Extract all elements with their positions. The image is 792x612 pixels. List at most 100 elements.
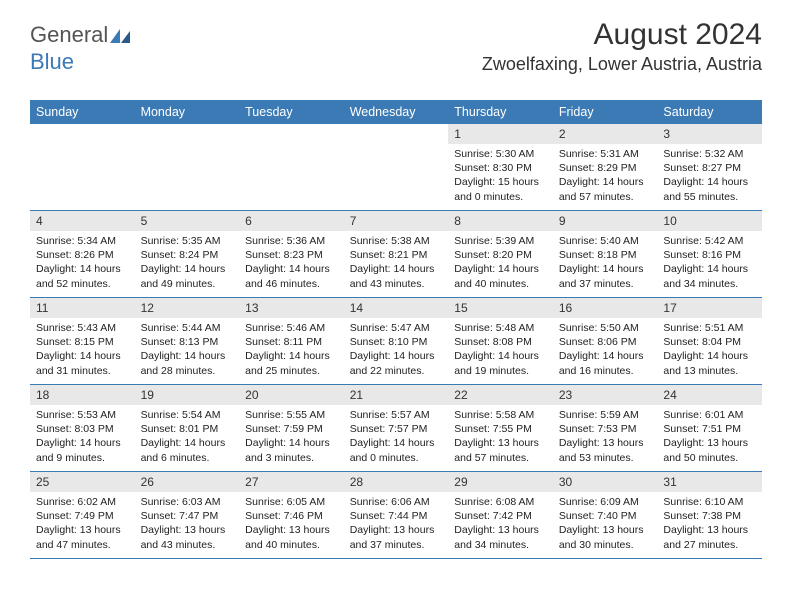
sunrise-text: Sunrise: 5:51 AM (663, 321, 756, 335)
header-right: August 2024 Zwoelfaxing, Lower Austria, … (482, 18, 762, 75)
day-number: 10 (657, 211, 762, 231)
calendar-cell: 27Sunrise: 6:05 AMSunset: 7:46 PMDayligh… (239, 472, 344, 558)
calendar-cell: 17Sunrise: 5:51 AMSunset: 8:04 PMDayligh… (657, 298, 762, 384)
day-details: Sunrise: 5:58 AMSunset: 7:55 PMDaylight:… (448, 405, 553, 469)
calendar-cell: 18 Sunrise: 5:53 AMSunset: 8:03 PMDayligh… (30, 385, 135, 471)
day-number: 31 (657, 472, 762, 492)
sunrise-text: Sunrise: 5:30 AM (454, 147, 547, 161)
day-number: 29 (448, 472, 553, 492)
day-number (135, 124, 240, 130)
daylight-text: Daylight: 14 hours and 40 minutes. (454, 262, 547, 290)
brand-part1: General (30, 22, 108, 47)
day-details: Sunrise: 5:31 AMSunset: 8:29 PMDaylight:… (553, 144, 658, 208)
sunset-text: Sunset: 7:38 PM (663, 509, 756, 523)
daylight-text: Daylight: 14 hours and 22 minutes. (350, 349, 443, 377)
sunset-text: Sunset: 8:15 PM (36, 335, 129, 349)
calendar-cell: 24Sunrise: 6:01 AMSunset: 7:51 PMDayligh… (657, 385, 762, 471)
calendar-cell: 15Sunrise: 5:48 AMSunset: 8:08 PMDayligh… (448, 298, 553, 384)
sunrise-text: Sunrise: 5:44 AM (141, 321, 234, 335)
calendar-cell: 23 Sunrise: 5:59 AMSunset: 7:53 PMDayligh… (553, 385, 658, 471)
calendar-cell: 20Sunrise: 5:55 AMSunset: 7:59 PMDayligh… (239, 385, 344, 471)
day-number: 25 (30, 472, 135, 492)
sunset-text: Sunset: 8:21 PM (350, 248, 443, 262)
calendar-cell: 4Sunrise: 5:34 AMSunset: 8:26 PMDaylight… (30, 211, 135, 297)
sunset-text: Sunset: 7:53 PM (559, 422, 652, 436)
day-details: Sunrise: 5:35 AMSunset: 8:24 PMDaylight:… (135, 231, 240, 295)
sunset-text: Sunset: 7:47 PM (141, 509, 234, 523)
daylight-text: Daylight: 14 hours and 0 minutes. (350, 436, 443, 464)
sunset-text: Sunset: 7:55 PM (454, 422, 547, 436)
sunrise-text: Sunrise: 5:36 AM (245, 234, 338, 248)
day-details: Sunrise: 5:42 AMSunset: 8:16 PMDaylight:… (657, 231, 762, 295)
sunrise-text: Sunrise: 6:03 AM (141, 495, 234, 509)
sunrise-text: Sunrise: 5:54 AM (141, 408, 234, 422)
sunset-text: Sunset: 8:30 PM (454, 161, 547, 175)
sunrise-text: Sunrise: 5:32 AM (663, 147, 756, 161)
sunrise-text: Sunrise: 5:31 AM (559, 147, 652, 161)
day-details: Sunrise: 5:46 AMSunset: 8:11 PMDaylight:… (239, 318, 344, 382)
day-details: Sunrise: 5:57 AMSunset: 7:57 PMDaylight:… (344, 405, 449, 469)
day-number: 30 (553, 472, 658, 492)
daylight-text: Daylight: 14 hours and 3 minutes. (245, 436, 338, 464)
brand-logo-icon (110, 23, 132, 49)
calendar-cell: 8Sunrise: 5:39 AMSunset: 8:20 PMDaylight… (448, 211, 553, 297)
day-details: Sunrise: 5:48 AMSunset: 8:08 PMDaylight:… (448, 318, 553, 382)
daylight-text: Daylight: 13 hours and 53 minutes. (559, 436, 652, 464)
sunrise-text: Sunrise: 5:57 AM (350, 408, 443, 422)
day-number: 18 (30, 385, 135, 405)
month-title: August 2024 (482, 18, 762, 52)
calendar-cell: 10Sunrise: 5:42 AMSunset: 8:16 PMDayligh… (657, 211, 762, 297)
daylight-text: Daylight: 14 hours and 16 minutes. (559, 349, 652, 377)
sunrise-text: Sunrise: 5:39 AM (454, 234, 547, 248)
sunrise-text: Sunrise: 6:05 AM (245, 495, 338, 509)
day-number: 9 (553, 211, 658, 231)
location-label: Zwoelfaxing, Lower Austria, Austria (482, 54, 762, 75)
sunset-text: Sunset: 7:57 PM (350, 422, 443, 436)
sunset-text: Sunset: 8:16 PM (663, 248, 756, 262)
day-number: 13 (239, 298, 344, 318)
sunrise-text: Sunrise: 6:06 AM (350, 495, 443, 509)
sunrise-text: Sunrise: 5:35 AM (141, 234, 234, 248)
day-details: Sunrise: 6:01 AMSunset: 7:51 PMDaylight:… (657, 405, 762, 469)
day-number (30, 124, 135, 130)
day-header-friday: Friday (553, 100, 658, 124)
day-details: Sunrise: 5:39 AMSunset: 8:20 PMDaylight:… (448, 231, 553, 295)
day-number (344, 124, 449, 130)
sunrise-text: Sunrise: 5:59 AM (559, 408, 652, 422)
day-header-tuesday: Tuesday (239, 100, 344, 124)
day-details: Sunrise: 5:44 AMSunset: 8:13 PMDaylight:… (135, 318, 240, 382)
calendar-cell (344, 124, 449, 210)
sunset-text: Sunset: 8:03 PM (36, 422, 129, 436)
week-row: 18Sunrise: 5:53 AMSunset: 8:03 PMDayligh… (30, 385, 762, 472)
calendar-cell: 5Sunrise: 5:35 AMSunset: 8:24 PMDaylight… (135, 211, 240, 297)
sunset-text: Sunset: 8:13 PM (141, 335, 234, 349)
day-number (239, 124, 344, 130)
sunset-text: Sunset: 7:51 PM (663, 422, 756, 436)
daylight-text: Daylight: 14 hours and 28 minutes. (141, 349, 234, 377)
daylight-text: Daylight: 14 hours and 6 minutes. (141, 436, 234, 464)
daylight-text: Daylight: 14 hours and 55 minutes. (663, 175, 756, 203)
day-details: Sunrise: 6:10 AMSunset: 7:38 PMDaylight:… (657, 492, 762, 556)
day-number: 14 (344, 298, 449, 318)
sunrise-text: Sunrise: 5:48 AM (454, 321, 547, 335)
sunrise-text: Sunrise: 5:46 AM (245, 321, 338, 335)
calendar-cell: 12Sunrise: 5:44 AMSunset: 8:13 PMDayligh… (135, 298, 240, 384)
sunrise-text: Sunrise: 5:40 AM (559, 234, 652, 248)
daylight-text: Daylight: 13 hours and 27 minutes. (663, 523, 756, 551)
calendar-cell: 14Sunrise: 5:47 AMSunset: 8:10 PMDayligh… (344, 298, 449, 384)
sunrise-text: Sunrise: 5:53 AM (36, 408, 129, 422)
sunset-text: Sunset: 8:24 PM (141, 248, 234, 262)
day-details: Sunrise: 6:08 AMSunset: 7:42 PMDaylight:… (448, 492, 553, 556)
day-number: 5 (135, 211, 240, 231)
calendar-cell (30, 124, 135, 210)
day-number: 1 (448, 124, 553, 144)
daylight-text: Daylight: 14 hours and 9 minutes. (36, 436, 129, 464)
sunrise-text: Sunrise: 6:10 AM (663, 495, 756, 509)
sunset-text: Sunset: 8:23 PM (245, 248, 338, 262)
sunset-text: Sunset: 7:49 PM (36, 509, 129, 523)
sunrise-text: Sunrise: 5:43 AM (36, 321, 129, 335)
daylight-text: Daylight: 14 hours and 46 minutes. (245, 262, 338, 290)
sunrise-text: Sunrise: 5:42 AM (663, 234, 756, 248)
day-number: 15 (448, 298, 553, 318)
day-number: 23 (553, 385, 658, 405)
